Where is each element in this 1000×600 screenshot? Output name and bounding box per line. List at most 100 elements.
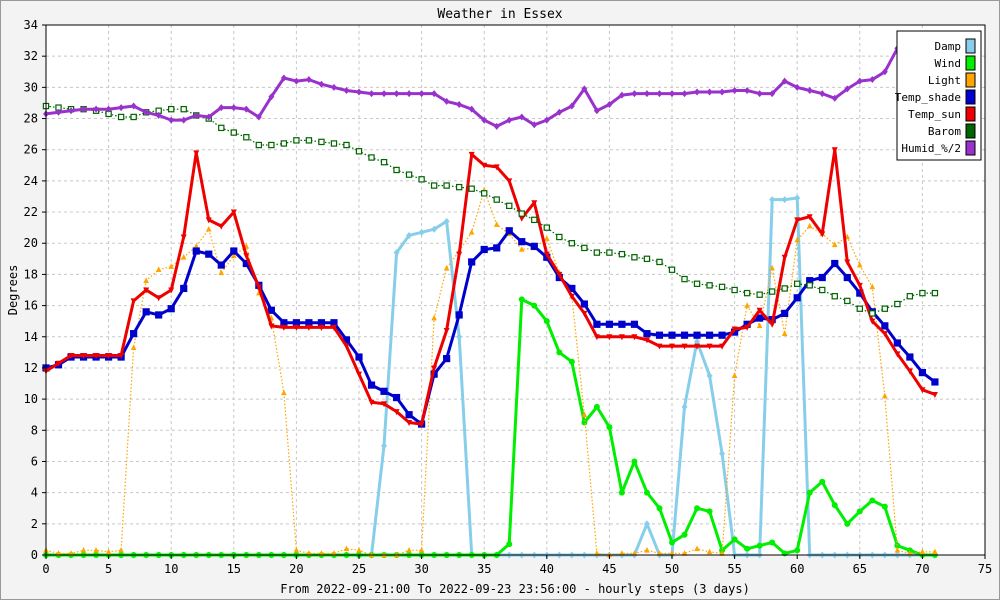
data-point — [318, 138, 325, 146]
data-point — [907, 550, 913, 556]
data-point — [655, 331, 664, 339]
data-point — [130, 344, 137, 350]
data-point — [293, 77, 300, 85]
data-point — [768, 288, 776, 295]
data-point — [819, 286, 826, 294]
data-point — [331, 550, 337, 556]
data-point — [844, 297, 851, 305]
data-point — [856, 77, 863, 85]
data-point — [581, 85, 588, 93]
data-point — [819, 231, 826, 238]
legend-swatch-barom — [965, 123, 976, 139]
data-point — [105, 548, 112, 555]
data-point — [506, 116, 513, 124]
data-point — [769, 321, 776, 328]
data-point — [130, 113, 137, 121]
data-point — [481, 162, 488, 169]
data-point — [881, 503, 888, 510]
data-point — [380, 387, 388, 395]
data-point — [882, 392, 888, 399]
data-point — [794, 236, 800, 243]
data-point — [343, 141, 350, 149]
data-point — [155, 311, 163, 319]
data-point — [781, 309, 789, 317]
data-point — [756, 542, 763, 549]
y-tick-label: 14 — [24, 330, 38, 344]
data-point — [180, 234, 187, 241]
data-point — [381, 442, 388, 450]
data-point — [168, 263, 174, 269]
data-point — [468, 105, 475, 113]
data-point — [55, 360, 62, 367]
data-point — [305, 76, 312, 84]
data-point — [406, 420, 413, 426]
y-tick-label: 18 — [24, 267, 38, 281]
data-point — [543, 116, 550, 124]
data-point — [268, 93, 275, 101]
data-point — [505, 227, 513, 235]
legend: Damp Wind Light Temp_shade Temp_sun Barom Humi… — [895, 30, 982, 161]
data-point — [718, 331, 726, 339]
data-point — [568, 240, 576, 247]
data-point — [881, 322, 889, 330]
data-point — [781, 285, 788, 292]
data-point — [443, 97, 450, 105]
data-point — [681, 550, 688, 556]
data-point — [719, 88, 726, 96]
data-point — [356, 371, 362, 378]
data-point — [932, 548, 938, 555]
data-point — [406, 547, 412, 553]
data-point — [205, 113, 212, 121]
data-point — [669, 539, 675, 546]
data-point — [431, 90, 438, 98]
y-tick-label: 8 — [31, 423, 38, 437]
y-tick-label: 16 — [24, 299, 38, 313]
data-point — [706, 282, 713, 289]
data-point — [205, 217, 212, 224]
x-tick-label: 0 — [42, 562, 49, 576]
data-point — [618, 91, 625, 99]
data-point — [806, 282, 813, 289]
legend-label-temp-shade: Temp_shade — [895, 91, 961, 104]
data-point — [643, 489, 650, 496]
data-point — [205, 250, 213, 258]
data-point — [431, 365, 438, 372]
data-point — [643, 520, 650, 528]
data-point — [894, 547, 901, 553]
data-point — [856, 282, 863, 289]
data-point — [368, 154, 375, 161]
data-point — [694, 343, 701, 350]
data-point — [694, 88, 701, 96]
data-point — [155, 111, 162, 119]
x-tick-label: 15 — [227, 562, 241, 576]
data-point — [769, 539, 776, 546]
data-point — [781, 254, 788, 261]
data-point — [530, 242, 538, 250]
legend-label-humid-2: Humid_%/2 — [901, 142, 961, 155]
data-point — [556, 108, 563, 116]
data-point — [831, 147, 838, 154]
data-point — [318, 324, 325, 331]
data-point — [593, 403, 600, 410]
data-point — [631, 334, 638, 341]
x-tick-label: 30 — [414, 562, 428, 576]
data-point — [230, 209, 237, 216]
data-point — [668, 266, 676, 273]
data-point — [605, 320, 614, 328]
data-point — [831, 259, 839, 268]
data-point — [681, 90, 688, 98]
series-humid-2 — [43, 44, 938, 130]
data-point — [55, 550, 62, 556]
data-point — [744, 86, 751, 94]
series-temp-sun — [43, 147, 938, 428]
data-point — [506, 178, 513, 185]
data-point — [230, 247, 238, 255]
data-point — [130, 298, 137, 305]
data-point — [230, 104, 237, 112]
data-point — [356, 88, 362, 96]
data-point — [292, 319, 300, 327]
data-point — [619, 550, 625, 556]
data-point — [80, 547, 87, 553]
data-point — [180, 116, 187, 124]
data-point — [405, 171, 413, 178]
